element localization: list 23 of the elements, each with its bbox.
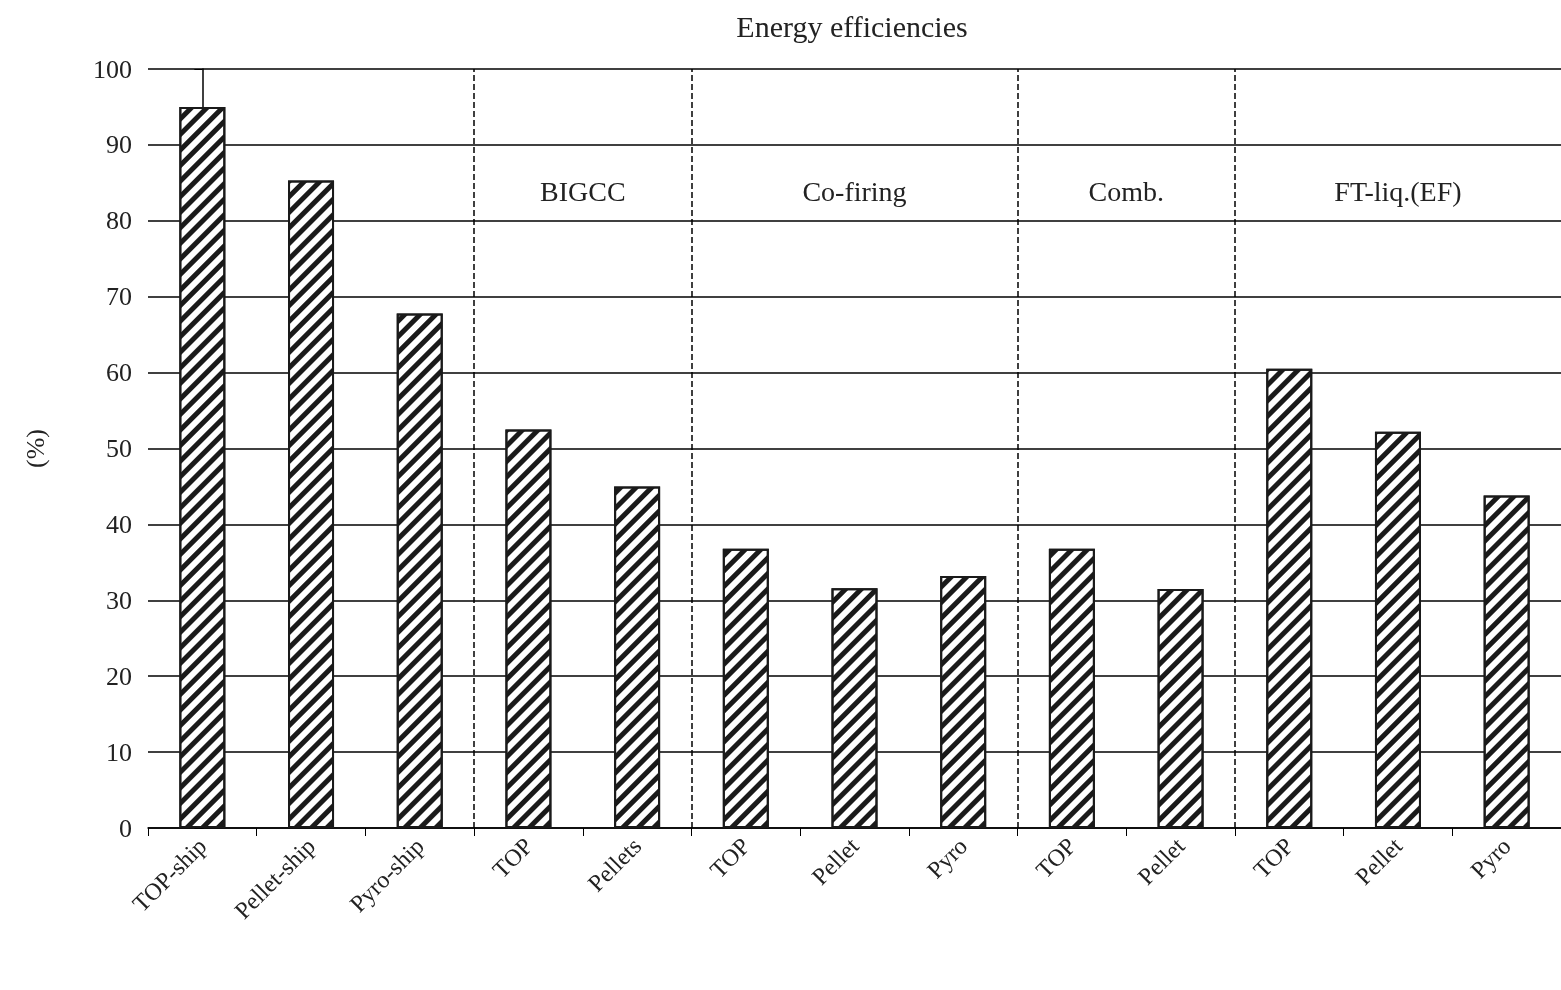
annotation: BIGCC [539,175,626,207]
y-tick-label: 50 [106,434,132,463]
x-tick-label: TOP [704,832,755,883]
annotation: Co-firing [802,175,907,207]
x-tick-label: TOP [1248,832,1299,883]
y-tick-label: 60 [106,358,132,388]
y-tick-label: 70 [106,282,132,312]
y-tick-label: 10 [106,737,132,767]
y-tick-label: 0 [119,813,132,843]
chart-title: Energy efficiencies [736,9,968,43]
y-tick-label: 20 [106,661,132,691]
y-tick-label: 40 [106,509,132,539]
y-tick-label: 30 [106,585,132,615]
annotation: FT-liq.(EF) [1334,175,1462,207]
y-tick-label: 80 [106,206,132,236]
x-tick-label: TOP [1030,832,1082,883]
x-tick-label: Pyro [921,832,973,884]
annotation: Comb. [1088,175,1164,207]
y-axis-title: (%) [20,429,50,468]
y-tick-label: 100 [93,54,132,84]
y-tick-label: 90 [106,130,132,160]
x-tick-label: TOP [487,832,538,883]
x-tick-label: Pyro [1465,832,1516,884]
